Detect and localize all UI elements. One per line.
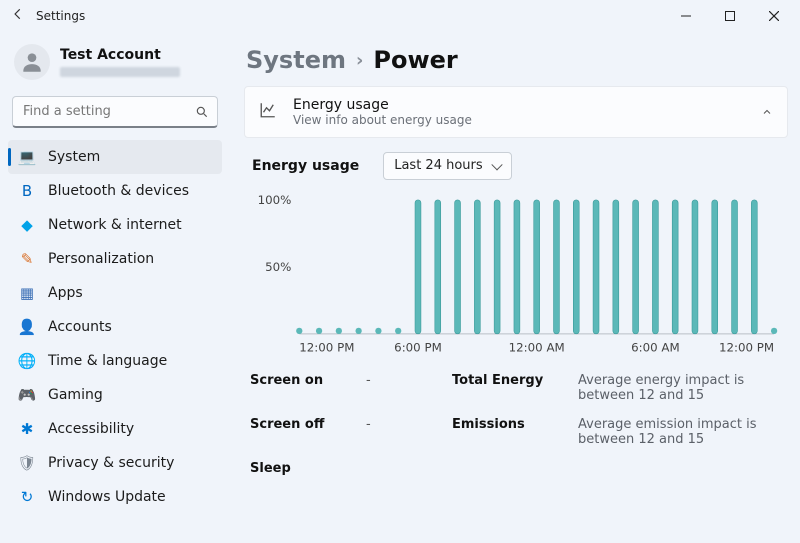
- chevron-right-icon: ›: [356, 50, 363, 71]
- nav-icon: ◆: [18, 216, 36, 234]
- svg-text:50%: 50%: [265, 259, 291, 273]
- stat-key: Total Energy: [452, 373, 572, 403]
- stat-desc: [578, 461, 782, 476]
- stat-value: [366, 461, 446, 476]
- card-title: Energy usage: [293, 97, 472, 113]
- stats-grid: Screen on-Total EnergyAverage energy imp…: [250, 373, 782, 476]
- nav-icon: 💻: [18, 148, 36, 166]
- sidebar-item-privacy-security[interactable]: 🛡 Privacy & security: [8, 446, 222, 480]
- chart-icon: [259, 101, 279, 123]
- sidebar: Test Account 💻 System B Bluetooth & devices…: [0, 32, 230, 543]
- account-email-redacted: [60, 67, 180, 77]
- chevron-up-icon: [761, 103, 773, 122]
- stat-value: -: [366, 417, 446, 447]
- nav-label: System: [48, 149, 100, 165]
- content-area: System › Power Energy usage View info ab…: [230, 32, 800, 543]
- nav-label: Accessibility: [48, 421, 134, 437]
- svg-text:6:00 AM: 6:00 AM: [631, 340, 680, 354]
- account-name: Test Account: [60, 47, 180, 63]
- stat-key: Screen off: [250, 417, 360, 447]
- nav-icon: ↻: [18, 488, 36, 506]
- breadcrumb-parent[interactable]: System: [246, 46, 346, 74]
- sidebar-item-system[interactable]: 💻 System: [8, 140, 222, 174]
- nav-label: Time & language: [48, 353, 167, 369]
- nav-icon: ✱: [18, 420, 36, 438]
- stat-desc: Average emission impact is between 12 an…: [578, 417, 782, 447]
- back-button[interactable]: [4, 7, 32, 25]
- nav-label: Accounts: [48, 319, 112, 335]
- stat-key: [452, 461, 572, 476]
- sidebar-item-accounts[interactable]: 👤 Accounts: [8, 310, 222, 344]
- nav-icon: B: [18, 182, 36, 200]
- energy-usage-label: Energy usage: [252, 158, 359, 174]
- energy-chart: 50% 100% 12:00 PM 6:00 PM 12:00 AM 6:00 AM 12:…: [250, 192, 782, 359]
- svg-text:100%: 100%: [258, 192, 292, 206]
- sidebar-item-windows-update[interactable]: ↻ Windows Update: [8, 480, 222, 514]
- nav-label: Network & internet: [48, 217, 182, 233]
- nav-label: Privacy & security: [48, 455, 174, 471]
- window-title: Settings: [36, 9, 85, 23]
- nav-label: Windows Update: [48, 489, 166, 505]
- nav-label: Gaming: [48, 387, 103, 403]
- nav-icon: 🎮: [18, 386, 36, 404]
- nav-icon: 🛡: [18, 454, 36, 472]
- nav-list: 💻 System B Bluetooth & devices ◆ Network & in…: [8, 140, 222, 514]
- breadcrumb-current: Power: [373, 46, 457, 74]
- nav-label: Personalization: [48, 251, 154, 267]
- svg-text:12:00 PM: 12:00 PM: [299, 340, 354, 354]
- stat-value: -: [366, 373, 446, 403]
- breadcrumb: System › Power: [246, 46, 788, 74]
- card-subtitle: View info about energy usage: [293, 113, 472, 127]
- sidebar-item-network-internet[interactable]: ◆ Network & internet: [8, 208, 222, 242]
- svg-text:6:00 PM: 6:00 PM: [394, 340, 442, 354]
- energy-usage-header[interactable]: Energy usage View info about energy usag…: [245, 87, 787, 137]
- sidebar-item-accessibility[interactable]: ✱ Accessibility: [8, 412, 222, 446]
- nav-icon: 🌐: [18, 352, 36, 370]
- sidebar-item-time-language[interactable]: 🌐 Time & language: [8, 344, 222, 378]
- sidebar-item-gaming[interactable]: 🎮 Gaming: [8, 378, 222, 412]
- minimize-button[interactable]: [664, 2, 708, 30]
- stat-key: Screen on: [250, 373, 360, 403]
- timerange-dropdown[interactable]: Last 24 hours: [383, 152, 511, 180]
- sidebar-item-apps[interactable]: ▦ Apps: [8, 276, 222, 310]
- stat-desc: Average energy impact is between 12 and …: [578, 373, 782, 403]
- maximize-button[interactable]: [708, 2, 752, 30]
- sidebar-item-bluetooth-devices[interactable]: B Bluetooth & devices: [8, 174, 222, 208]
- nav-label: Bluetooth & devices: [48, 183, 189, 199]
- close-button[interactable]: [752, 2, 796, 30]
- search-icon[interactable]: [192, 102, 212, 122]
- svg-text:12:00 AM: 12:00 AM: [509, 340, 565, 354]
- nav-icon: ▦: [18, 284, 36, 302]
- energy-usage-card: Energy usage View info about energy usag…: [244, 86, 788, 138]
- sidebar-item-personalization[interactable]: ✎ Personalization: [8, 242, 222, 276]
- avatar-icon: [14, 44, 50, 80]
- stat-key: Emissions: [452, 417, 572, 447]
- search-input[interactable]: [12, 96, 218, 128]
- nav-icon: ✎: [18, 250, 36, 268]
- svg-text:12:00 PM: 12:00 PM: [719, 340, 774, 354]
- nav-icon: 👤: [18, 318, 36, 336]
- stat-key: Sleep: [250, 461, 360, 476]
- nav-label: Apps: [48, 285, 83, 301]
- account-block[interactable]: Test Account: [8, 38, 222, 94]
